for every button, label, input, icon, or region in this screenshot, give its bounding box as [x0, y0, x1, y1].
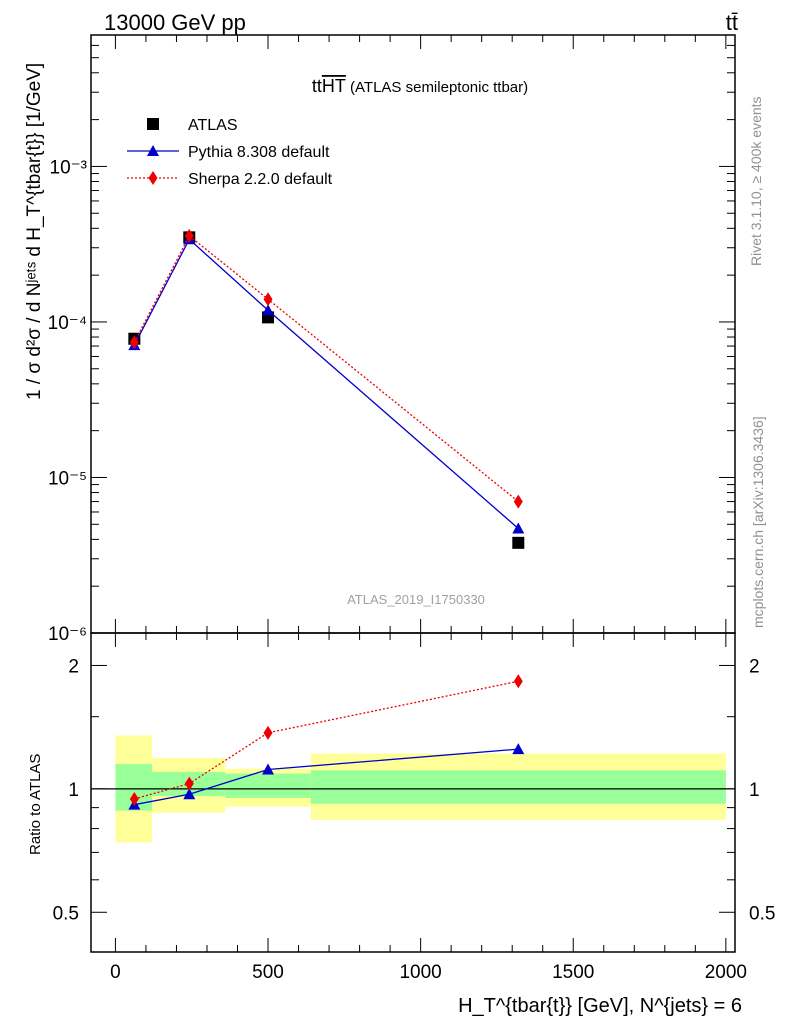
x-tick-label: 500	[252, 962, 284, 983]
energy-label: 13000 GeV pp	[104, 10, 246, 35]
process-label: tt̄	[726, 10, 738, 35]
ratio-uncertainty-bands	[115, 735, 726, 843]
data-point-diamond	[129, 335, 139, 350]
ratio-point-triangle	[262, 763, 275, 775]
plot-title: ttHT (ATLAS semileptonic ttbar)	[312, 76, 528, 96]
legend-label: Sherpa 2.2.0 default	[188, 171, 333, 188]
ratio-y-axis-label: Ratio to ATLAS	[27, 754, 44, 855]
legend-label: ATLAS	[188, 117, 238, 134]
ratio-stat-uncertainty-band	[225, 773, 311, 798]
legend: ATLAS Pythia 8.308 default Sherpa 2.2.0 de…	[127, 117, 333, 188]
mcplots-label: mcplots.cern.ch [arXiv:1306.3436]	[750, 416, 766, 628]
ratio-panel-frame	[90, 632, 736, 953]
series-line-diamond	[133, 234, 519, 503]
ratio-point-diamond	[129, 791, 139, 806]
y-tick-label: 10⁻⁵	[48, 468, 87, 489]
plot-title-suffix: (ATLAS semileptonic ttbar)	[346, 79, 528, 96]
ratio-y-tick-label-right: 2	[749, 656, 760, 677]
ratio-point-diamond	[184, 776, 194, 791]
ratio-line-diamond	[134, 680, 519, 800]
ratio-point-triangle	[183, 788, 196, 800]
rivet-label: Rivet 3.1.10, ≥ 400k events	[748, 96, 764, 266]
x-tick-label: 0	[110, 962, 121, 983]
main-series-layer	[128, 228, 525, 549]
plot-title-prefix: tt	[312, 76, 322, 96]
data-point-diamond	[184, 228, 194, 243]
y-tick-label: 10⁻⁴	[48, 313, 87, 334]
data-point-square	[512, 536, 525, 549]
legend-label: Pythia 8.308 default	[188, 144, 330, 161]
ratio-series-layer	[128, 674, 525, 810]
ratio-y-tick-label-right: 0.5	[749, 903, 775, 924]
ratio-line-triangle	[134, 748, 519, 806]
ratio-point-diamond	[263, 725, 273, 740]
legend-marker-square	[147, 118, 159, 130]
ratio-y-tick-label-right: 1	[749, 780, 760, 801]
axis-ticks	[91, 34, 735, 952]
data-point-diamond	[263, 292, 273, 307]
analysis-id: ATLAS_2019_I1750330	[347, 592, 485, 607]
data-point-triangle	[512, 522, 525, 534]
ratio-y-tick-label: 2	[68, 656, 79, 677]
ratio-point-triangle	[512, 743, 525, 755]
x-tick-label: 1000	[399, 962, 441, 983]
data-point-triangle	[262, 304, 275, 316]
ratio-stat-uncertainty-band	[310, 770, 726, 804]
x-tick-label: 1500	[552, 962, 594, 983]
data-point-diamond	[513, 494, 523, 509]
legend-marker-triangle	[147, 145, 159, 156]
axis-tick-labels: 0 500 1000 1500 2000 10⁻⁶ 10⁻⁵ 10⁻⁴ 10⁻³ 0.5 0.5 1 1…	[48, 157, 776, 983]
ratio-point-diamond	[513, 674, 523, 689]
y-tick-label: 10⁻⁶	[48, 624, 87, 645]
y-tick-label: 10⁻³	[50, 157, 88, 178]
ratio-y-tick-label: 0.5	[53, 903, 79, 924]
plot-title-overlined: HT	[322, 76, 346, 96]
main-y-axis-label: 1 / σ d²σ / d Nʲᵉᵗˢ d H_T^{tbar{t}} [1/G…	[24, 63, 45, 400]
series-line-triangle	[133, 238, 519, 529]
x-tick-label: 2000	[705, 962, 747, 983]
x-axis-label: H_T^{tbar{t}} [GeV], N^{jets} = 6	[458, 995, 742, 1017]
ratio-y-tick-label: 1	[68, 780, 79, 801]
legend-marker-diamond	[148, 171, 158, 185]
